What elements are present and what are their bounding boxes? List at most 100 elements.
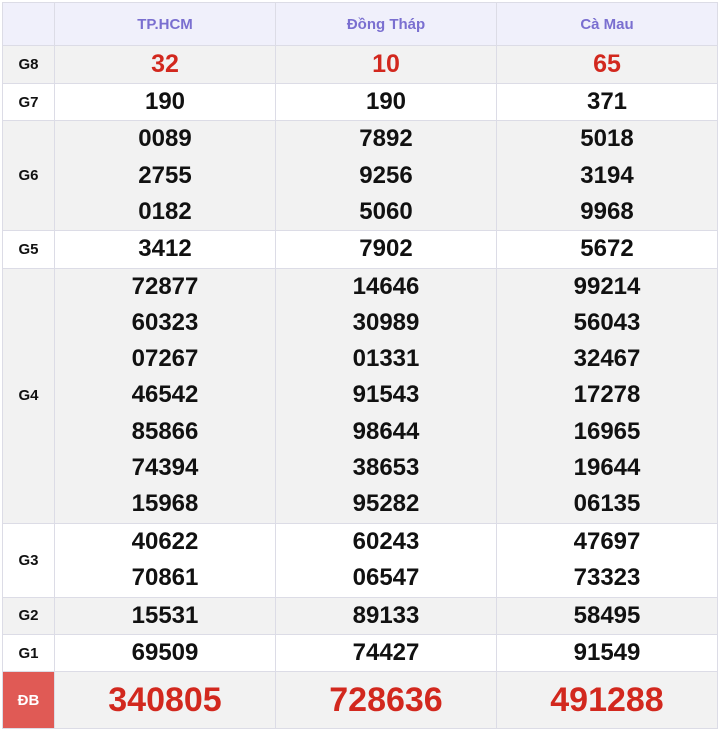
result-number: 74427 [352, 638, 420, 666]
result-cell: 7902 [275, 230, 497, 269]
result-number: 14646 [352, 272, 420, 300]
prize-row-g1: G1 69509 74427 91549 [2, 633, 718, 673]
result-cell: 65 [496, 45, 718, 84]
result-number: 72877 [131, 272, 199, 300]
result-number: 91543 [352, 381, 420, 409]
result-number: 19644 [573, 454, 641, 482]
result-number: 32467 [573, 345, 641, 373]
prize-row-g4: G4 72877 60323 07267 46542 85866 74394 15968 146… [2, 267, 718, 524]
province-header: Đồng Tháp [275, 2, 497, 46]
result-number: 728636 [329, 680, 443, 719]
result-number: 89133 [352, 601, 420, 629]
result-number: 371 [586, 88, 628, 115]
prize-label: G4 [2, 267, 55, 524]
result-number: 0089 [138, 125, 192, 153]
prize-row-g8: G8 32 10 65 [2, 45, 718, 84]
result-number: 340805 [108, 680, 222, 719]
result-number: 38653 [352, 454, 420, 482]
result-number: 5060 [359, 197, 413, 225]
result-number: 15531 [131, 601, 199, 629]
prize-label: G3 [2, 522, 55, 598]
result-cell: 7892 9256 5060 [275, 120, 497, 232]
result-number: 74394 [131, 454, 199, 482]
result-number: 7892 [359, 125, 413, 153]
province-header: TP.HCM [54, 2, 276, 46]
result-cell: 14646 30989 01331 91543 98644 38653 95282 [275, 267, 497, 524]
prize-label: G7 [2, 82, 55, 122]
result-cell: 32 [54, 45, 276, 84]
result-number: 16965 [573, 417, 641, 445]
result-cell: 69509 [54, 633, 276, 673]
result-number: 99214 [573, 272, 641, 300]
result-cell: 728636 [275, 671, 497, 729]
result-number: 190 [144, 88, 186, 115]
result-cell: 340805 [54, 671, 276, 729]
result-number: 60323 [131, 308, 199, 336]
prize-row-db: ĐB 340805 728636 491288 [2, 671, 718, 729]
result-number: 32 [151, 50, 179, 78]
result-number: 15968 [131, 490, 199, 518]
result-cell: 58495 [496, 596, 718, 635]
prize-label: G2 [2, 596, 55, 635]
prize-row-g2: G2 15531 89133 58495 [2, 596, 718, 635]
header-corner [2, 2, 55, 46]
prize-label: G6 [2, 120, 55, 232]
result-cell: 89133 [275, 596, 497, 635]
result-number: 56043 [573, 308, 641, 336]
result-number: 3412 [138, 235, 192, 263]
result-cell: 40622 70861 [54, 522, 276, 598]
result-number: 5018 [580, 125, 634, 153]
result-cell: 5018 3194 9968 [496, 120, 718, 232]
result-number: 3194 [580, 161, 634, 189]
result-cell: 74427 [275, 633, 497, 673]
result-cell: 3412 [54, 230, 276, 269]
result-number: 17278 [573, 381, 641, 409]
result-cell: 0089 2755 0182 [54, 120, 276, 232]
result-number: 2755 [138, 161, 192, 189]
header-row: TP.HCM Đồng Tháp Cà Mau [2, 2, 718, 46]
result-number: 06547 [352, 564, 420, 592]
result-number: 98644 [352, 417, 420, 445]
result-number: 0182 [138, 197, 192, 225]
result-number: 7902 [359, 235, 413, 263]
result-cell: 371 [496, 82, 718, 122]
prize-label: G5 [2, 230, 55, 269]
result-number: 01331 [352, 345, 420, 373]
result-number: 91549 [573, 638, 641, 666]
prize-label: ĐB [2, 671, 55, 729]
result-number: 85866 [131, 417, 199, 445]
result-cell: 60243 06547 [275, 522, 497, 598]
result-number: 10 [372, 50, 400, 78]
result-number: 30989 [352, 308, 420, 336]
result-number: 65 [593, 50, 621, 78]
prize-row-g7: G7 190 190 371 [2, 82, 718, 122]
result-number: 95282 [352, 490, 420, 518]
result-number: 07267 [131, 345, 199, 373]
result-cell: 15531 [54, 596, 276, 635]
prize-row-g5: G5 3412 7902 5672 [2, 230, 718, 269]
result-cell: 10 [275, 45, 497, 84]
prize-row-g3: G3 40622 70861 60243 06547 47697 73323 [2, 522, 718, 598]
result-number: 5672 [580, 235, 634, 263]
result-number: 46542 [131, 381, 199, 409]
result-cell: 99214 56043 32467 17278 16965 19644 06135 [496, 267, 718, 524]
province-header: Cà Mau [496, 2, 718, 46]
result-number: 69509 [131, 638, 199, 666]
result-cell: 91549 [496, 633, 718, 673]
result-number: 9256 [359, 161, 413, 189]
result-number: 06135 [573, 490, 641, 518]
result-cell: 47697 73323 [496, 522, 718, 598]
result-cell: 190 [275, 82, 497, 122]
result-number: 9968 [580, 197, 634, 225]
result-cell: 5672 [496, 230, 718, 269]
result-number: 491288 [550, 680, 664, 719]
result-number: 58495 [573, 601, 641, 629]
result-cell: 491288 [496, 671, 718, 729]
result-cell: 190 [54, 82, 276, 122]
result-number: 190 [365, 88, 407, 115]
prize-row-g6: G6 0089 2755 0182 7892 9256 5060 5018 3194 9968 [2, 120, 718, 232]
result-number: 70861 [131, 564, 199, 592]
result-number: 47697 [573, 527, 641, 555]
prize-label: G1 [2, 633, 55, 673]
